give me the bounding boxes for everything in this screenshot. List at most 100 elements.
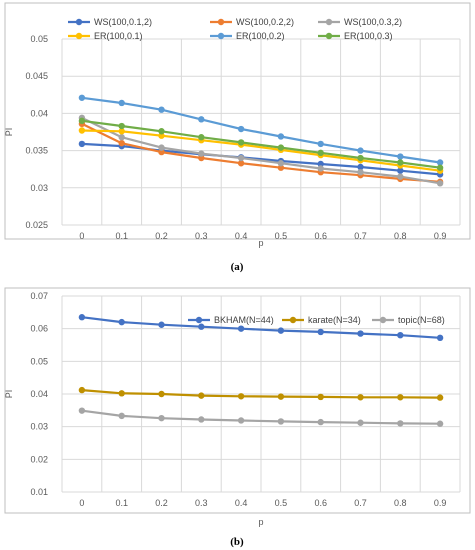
y-tick-label: 0.03 [30, 422, 48, 432]
data-point [277, 418, 285, 425]
x-tick-label: 0.5 [275, 231, 288, 241]
legend-entry: karate(N=34) [282, 315, 361, 325]
legend-entry: ER(100,0.1) [68, 31, 143, 41]
data-point [317, 140, 324, 148]
data-point [317, 393, 324, 401]
data-point [78, 140, 86, 148]
x-tick-label: 0.7 [354, 231, 367, 241]
y-tick-label: 0.06 [30, 324, 48, 334]
legend-entry: ER(100,0.3) [318, 31, 393, 41]
data-point [237, 154, 245, 162]
data-point [78, 407, 86, 414]
legend-label: BKHAM(N=44) [214, 315, 274, 325]
series-line [81, 409, 441, 425]
chart-a: 0.025 0.03 0.035 0.04 0.045 0.05 0 0.1 0.2 0.3 0.4… [4, 2, 471, 273]
data-point [357, 168, 364, 176]
data-point [237, 160, 245, 167]
data-point [158, 106, 165, 113]
data-point [198, 416, 205, 423]
x-tick-label: 0.4 [235, 498, 248, 508]
data-point [357, 330, 364, 337]
legend-entry: WS(100,0.3,2) [318, 17, 402, 27]
data-point [118, 318, 125, 326]
legend-label: WS(100,0.3,2) [344, 17, 402, 27]
data-point [118, 134, 125, 141]
legend-label: ER(100,0.2) [236, 31, 285, 41]
data-point [277, 164, 285, 171]
y-tick-label: 0.01 [30, 487, 48, 497]
legend-swatch-marker [379, 316, 387, 324]
x-tick-label: 0.6 [314, 231, 327, 241]
data-point [317, 149, 324, 157]
x-axis-label: p [258, 238, 263, 248]
x-tick-label: 0.3 [195, 498, 208, 508]
data-point [397, 153, 404, 160]
legend-entry: WS(100,0.2,2) [210, 17, 294, 27]
legend-label: ER(100,0.1) [94, 31, 143, 41]
x-tick-label: 0.8 [394, 498, 407, 508]
series-WS(100,0.3,2) [78, 114, 444, 187]
series-ER(100,0.2) [78, 94, 444, 166]
data-point [198, 154, 205, 162]
data-point [397, 420, 404, 427]
data-point [198, 323, 205, 330]
data-point [78, 127, 86, 134]
data-point [277, 160, 285, 167]
data-point [317, 328, 324, 336]
x-tick-label: 0.8 [394, 231, 407, 241]
legend-label: ER(100,0.3) [344, 31, 393, 41]
data-point [397, 332, 404, 339]
chart-b: 0.01 0.02 0.03 0.04 0.05 0.06 0.07 0 0.1 0.2 0.3 0.… [4, 287, 471, 548]
x-tick-label: 0.4 [235, 231, 248, 241]
data-point [397, 167, 404, 174]
data-point [277, 133, 285, 140]
x-tick-label: 0.6 [314, 498, 327, 508]
data-point [158, 321, 165, 328]
data-point [118, 128, 125, 135]
data-point [118, 412, 125, 420]
data-point [436, 334, 444, 342]
data-point [357, 394, 364, 401]
data-point [78, 94, 86, 101]
y-tick-label: 0.03 [30, 183, 48, 193]
data-point [397, 394, 404, 401]
x-tick-label: 0.2 [155, 231, 168, 241]
series-ER(100,0.3) [78, 117, 444, 171]
data-point [158, 390, 165, 398]
y-tick-label: 0.045 [25, 71, 48, 81]
legend-label: topic(N=68) [398, 315, 445, 325]
legend-swatch-marker [325, 18, 333, 26]
legend-label: WS(100,0.2,2) [236, 17, 294, 27]
data-point [317, 160, 324, 168]
legend-label: WS(100,0.1,2) [94, 17, 152, 27]
data-point [78, 386, 86, 394]
data-point [237, 417, 245, 424]
series-line [81, 116, 441, 185]
data-point [78, 117, 86, 125]
data-point [237, 393, 245, 400]
data-point [198, 116, 205, 123]
y-tick-label: 0.05 [30, 356, 48, 366]
legend-swatch-marker [75, 18, 83, 26]
data-point [198, 150, 205, 157]
figure-caption: (a) [231, 261, 244, 273]
figure-caption: (b) [230, 536, 244, 548]
data-point [158, 128, 165, 135]
series-line [81, 119, 441, 169]
legend-entry: WS(100,0.1,2) [68, 17, 152, 27]
y-tick-label: 0.02 [30, 454, 48, 464]
data-point [357, 419, 364, 426]
legend-entry: topic(N=68) [372, 315, 445, 325]
series-line [81, 316, 441, 339]
y-axis-label: PI [4, 390, 14, 399]
data-point [198, 134, 205, 141]
data-point [317, 165, 324, 172]
data-point [158, 414, 165, 422]
data-point [237, 139, 245, 146]
series-topic(N=68) [78, 407, 444, 427]
x-tick-label: 0 [79, 231, 84, 241]
data-point [277, 327, 285, 334]
series-line [81, 122, 441, 183]
